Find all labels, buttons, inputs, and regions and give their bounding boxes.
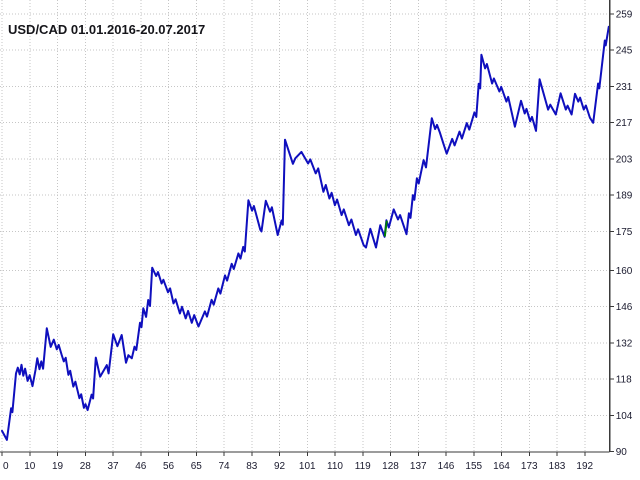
y-tick-label: 104 [616,411,633,422]
x-tick-label: 164 [493,461,510,472]
y-tick-label: 217 [616,118,633,129]
y-tick-label: 231 [616,82,633,93]
equity-line [1,25,610,441]
y-tick-label: 245 [616,46,633,57]
x-tick-label: 28 [80,461,92,472]
x-tick-label: 92 [274,461,286,472]
y-tick-label: 146 [616,302,633,313]
axis-layer [0,0,615,456]
x-tick-label: 183 [549,461,566,472]
x-tick-label: 137 [410,461,427,472]
x-tick-label: 46 [135,461,147,472]
x-tick-label: 173 [521,461,538,472]
y-tick-label: 259 [616,9,633,20]
x-tick-label: 155 [465,461,482,472]
x-tick-label: 19 [52,461,64,472]
x-tick-label: 56 [163,461,175,472]
y-tick-label: 189 [616,191,633,202]
x-tick-label: 128 [382,461,399,472]
x-tick-label: 74 [218,461,230,472]
x-tick-label: 83 [246,461,258,472]
deposit-marker-line [383,220,388,237]
x-tick-label: 146 [438,461,455,472]
x-tick-label: 65 [191,461,203,472]
y-tick-label: 160 [616,266,633,277]
y-tick-label: 118 [616,375,632,386]
chart-title: USD/CAD 01.01.2016-20.07.2017 [8,22,205,37]
y-tick-label: 90 [616,447,628,458]
x-tick-label: 101 [299,461,316,472]
grid-layer [0,0,610,452]
y-tick-label: 132 [616,338,633,349]
y-tick-label: 175 [616,227,633,238]
x-tick-label: 0 [3,461,9,472]
x-tick-label: 37 [107,461,119,472]
x-tick-label: 119 [355,461,371,472]
x-tick-label: 110 [327,461,343,472]
label-layer: 0 10 19 28 37 46 56 65 74 83 92 101 110 119 128 137 146 1… [3,9,633,472]
x-tick-label: 10 [24,461,36,472]
series-layer [1,25,610,441]
x-tick-label: 192 [576,461,593,472]
y-tick-label: 203 [616,154,633,165]
